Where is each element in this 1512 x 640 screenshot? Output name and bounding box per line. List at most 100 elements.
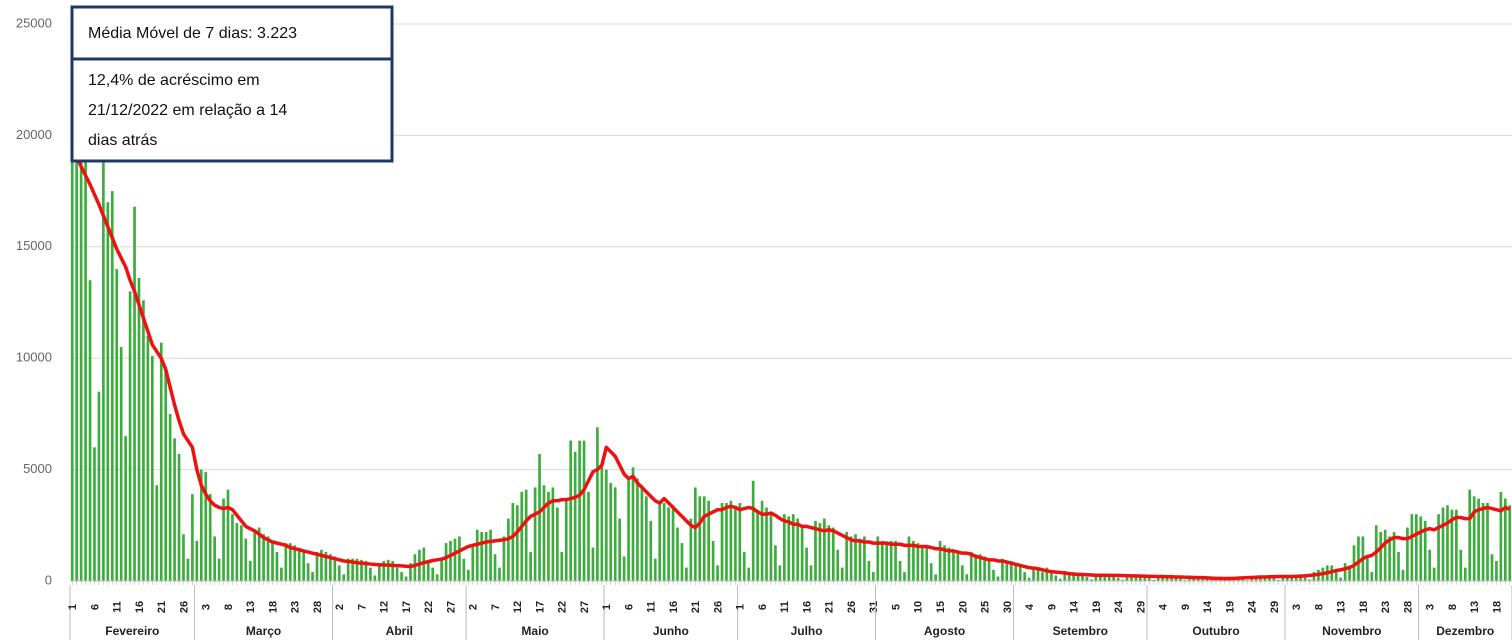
bar	[373, 575, 377, 581]
bar	[484, 531, 488, 581]
bar	[1098, 573, 1102, 581]
bar	[440, 558, 443, 581]
bar	[1125, 574, 1129, 581]
change-note: dias atrás	[88, 132, 157, 149]
bar	[329, 554, 332, 581]
bar	[324, 552, 328, 581]
bar	[578, 440, 581, 581]
x-tick-label: 11	[646, 601, 658, 613]
x-tick-label: 4	[1158, 603, 1170, 610]
x-tick-label: 24	[1247, 600, 1259, 613]
x-tick-label: 21	[824, 601, 836, 613]
bar	[814, 520, 817, 581]
bar	[716, 565, 719, 581]
bar	[284, 543, 288, 581]
bar	[431, 567, 435, 581]
bars	[70, 46, 1512, 582]
x-tick-label: 16	[801, 601, 813, 613]
bar	[466, 569, 470, 581]
bar	[956, 552, 960, 581]
x-tick-label: 4	[1024, 603, 1036, 610]
bar	[253, 529, 257, 581]
bar	[360, 559, 363, 581]
bar	[1490, 554, 1494, 581]
bar	[391, 560, 395, 581]
bar	[395, 567, 399, 581]
bar	[280, 567, 283, 581]
bar	[1379, 531, 1383, 581]
bar	[983, 556, 986, 581]
bar	[1018, 565, 1022, 581]
bar	[333, 556, 337, 581]
bar	[1116, 577, 1120, 581]
bar	[1432, 567, 1436, 581]
x-tick-label: 17	[534, 601, 546, 613]
bar	[1495, 560, 1498, 581]
bar	[676, 527, 679, 581]
bar	[79, 68, 83, 581]
bar	[765, 507, 768, 581]
x-tick-label: 8	[223, 604, 235, 610]
x-tick-label: 26	[178, 601, 190, 613]
bar	[70, 90, 74, 581]
bar	[867, 560, 871, 581]
bar	[1072, 572, 1075, 581]
bar	[110, 191, 114, 581]
bar	[782, 514, 786, 581]
bar	[426, 560, 430, 581]
bar	[1121, 579, 1124, 581]
bar	[1406, 527, 1409, 581]
bar	[573, 451, 577, 581]
bar	[1045, 567, 1049, 581]
bar	[711, 540, 715, 581]
bar	[622, 556, 626, 581]
x-tick-label: 23	[1380, 601, 1392, 613]
x-tick-label: 23	[290, 601, 302, 613]
bar	[596, 427, 599, 581]
bar	[1339, 577, 1342, 581]
bar	[912, 540, 915, 581]
bar	[587, 491, 590, 581]
bar	[1348, 565, 1351, 581]
bar	[800, 525, 804, 581]
bar	[1499, 491, 1503, 581]
y-tick-label: 25000	[16, 15, 52, 30]
bar	[1152, 579, 1156, 581]
bar	[925, 547, 929, 581]
bar	[493, 554, 497, 581]
bar	[480, 531, 484, 581]
x-tick-label: 29	[1135, 601, 1147, 613]
bar	[796, 518, 800, 581]
bar	[1183, 579, 1187, 581]
bar	[685, 567, 688, 581]
x-tick-label: 6	[89, 604, 101, 610]
bar	[1014, 563, 1018, 581]
bar	[952, 549, 955, 581]
bar	[885, 543, 889, 581]
bar	[1112, 574, 1116, 581]
bar	[845, 531, 848, 581]
bar	[943, 545, 946, 581]
bar	[1472, 496, 1476, 581]
bar	[351, 558, 354, 581]
x-tick-label: 6	[623, 604, 635, 610]
bar	[498, 567, 501, 581]
x-tick-label: 16	[134, 601, 146, 613]
bar	[404, 576, 408, 581]
bar	[1050, 569, 1053, 581]
bar	[1023, 572, 1026, 581]
bar	[1463, 567, 1467, 581]
bar	[1041, 572, 1044, 581]
bar	[898, 560, 902, 581]
bar	[1450, 509, 1454, 581]
bar	[854, 534, 857, 581]
y-tick-label: 0	[45, 572, 52, 587]
bar	[702, 496, 706, 581]
bar	[133, 206, 136, 582]
x-tick-label: 16	[668, 601, 680, 613]
bar	[560, 552, 564, 581]
bar	[1005, 560, 1009, 581]
bar	[515, 505, 519, 581]
bar	[164, 367, 168, 581]
x-tick-label: 3	[201, 604, 213, 610]
